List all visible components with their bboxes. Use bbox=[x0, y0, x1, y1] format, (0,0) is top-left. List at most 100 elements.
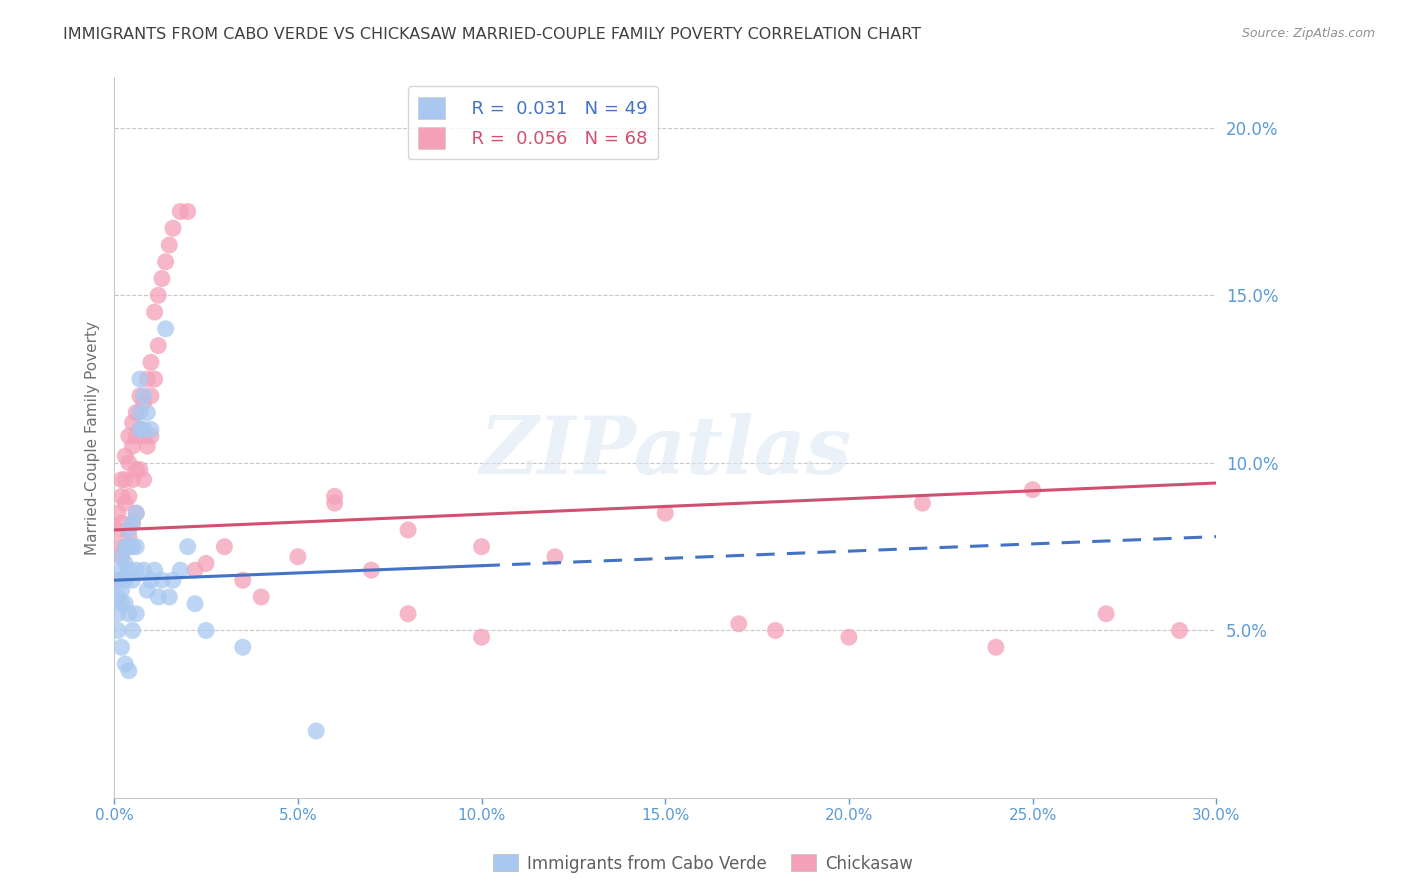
Point bbox=[118, 429, 141, 443]
Point bbox=[110, 516, 132, 531]
Point bbox=[110, 549, 132, 564]
Legend: Immigrants from Cabo Verde, Chickasaw: Immigrants from Cabo Verde, Chickasaw bbox=[486, 847, 920, 880]
Point bbox=[129, 422, 152, 436]
Point bbox=[125, 462, 148, 476]
Point bbox=[114, 496, 136, 510]
Point bbox=[114, 573, 136, 587]
Point bbox=[305, 724, 328, 739]
Point bbox=[132, 395, 155, 409]
Point bbox=[110, 549, 132, 564]
Point bbox=[136, 439, 159, 453]
Point bbox=[214, 540, 236, 554]
Point bbox=[984, 640, 1007, 655]
Point bbox=[143, 563, 166, 577]
Point bbox=[838, 630, 860, 644]
Point bbox=[139, 355, 162, 369]
Point bbox=[148, 288, 170, 302]
Point bbox=[114, 597, 136, 611]
Point bbox=[176, 204, 198, 219]
Point bbox=[107, 506, 129, 520]
Point bbox=[544, 549, 567, 564]
Point bbox=[129, 406, 152, 420]
Point bbox=[132, 422, 155, 436]
Point bbox=[110, 640, 132, 655]
Point bbox=[132, 429, 155, 443]
Point bbox=[765, 624, 787, 638]
Point bbox=[110, 563, 132, 577]
Point bbox=[360, 563, 382, 577]
Point bbox=[118, 456, 141, 470]
Point bbox=[250, 590, 273, 604]
Point bbox=[169, 563, 191, 577]
Text: ZIPatlas: ZIPatlas bbox=[479, 413, 851, 491]
Point bbox=[157, 590, 180, 604]
Point bbox=[471, 630, 494, 644]
Point bbox=[150, 271, 173, 285]
Point bbox=[1021, 483, 1043, 497]
Point bbox=[110, 473, 132, 487]
Point bbox=[121, 439, 143, 453]
Point bbox=[148, 338, 170, 352]
Y-axis label: Married-Couple Family Poverty: Married-Couple Family Poverty bbox=[86, 321, 100, 555]
Point bbox=[143, 372, 166, 386]
Point bbox=[110, 597, 132, 611]
Point bbox=[118, 530, 141, 544]
Text: IMMIGRANTS FROM CABO VERDE VS CHICKASAW MARRIED-COUPLE FAMILY POVERTY CORRELATIO: IMMIGRANTS FROM CABO VERDE VS CHICKASAW … bbox=[63, 27, 921, 42]
Point bbox=[157, 238, 180, 252]
Point bbox=[136, 406, 159, 420]
Point bbox=[110, 490, 132, 504]
Point bbox=[121, 473, 143, 487]
Point bbox=[1095, 607, 1118, 621]
Point bbox=[129, 389, 152, 403]
Point bbox=[125, 540, 148, 554]
Point bbox=[132, 473, 155, 487]
Text: Source: ZipAtlas.com: Source: ZipAtlas.com bbox=[1241, 27, 1375, 40]
Point bbox=[114, 657, 136, 671]
Point bbox=[162, 573, 184, 587]
Point bbox=[107, 540, 129, 554]
Point bbox=[176, 540, 198, 554]
Point bbox=[125, 406, 148, 420]
Point bbox=[107, 624, 129, 638]
Point bbox=[132, 563, 155, 577]
Point bbox=[184, 563, 207, 577]
Point bbox=[148, 590, 170, 604]
Point bbox=[169, 204, 191, 219]
Point bbox=[118, 664, 141, 678]
Point bbox=[114, 540, 136, 554]
Point bbox=[110, 583, 132, 598]
Point bbox=[162, 221, 184, 235]
Point bbox=[184, 597, 207, 611]
Point bbox=[121, 540, 143, 554]
Point bbox=[121, 573, 143, 587]
Point bbox=[125, 506, 148, 520]
Point bbox=[114, 449, 136, 463]
Point bbox=[654, 506, 676, 520]
Point bbox=[155, 322, 177, 336]
Point bbox=[232, 640, 254, 655]
Point bbox=[396, 523, 419, 537]
Point bbox=[125, 607, 148, 621]
Point bbox=[727, 616, 749, 631]
Point bbox=[139, 573, 162, 587]
Point bbox=[139, 429, 162, 443]
Point bbox=[114, 540, 136, 554]
Point bbox=[121, 516, 143, 531]
Point bbox=[139, 422, 162, 436]
Point bbox=[396, 607, 419, 621]
Point bbox=[129, 462, 152, 476]
Point bbox=[155, 254, 177, 268]
Point bbox=[118, 490, 141, 504]
Point bbox=[129, 372, 152, 386]
Point bbox=[232, 573, 254, 587]
Point bbox=[287, 549, 309, 564]
Point bbox=[323, 490, 346, 504]
Point bbox=[1168, 624, 1191, 638]
Point bbox=[107, 573, 129, 587]
Point bbox=[107, 607, 129, 621]
Point bbox=[195, 624, 218, 638]
Point bbox=[121, 516, 143, 531]
Point bbox=[471, 540, 494, 554]
Point bbox=[118, 540, 141, 554]
Point bbox=[107, 523, 129, 537]
